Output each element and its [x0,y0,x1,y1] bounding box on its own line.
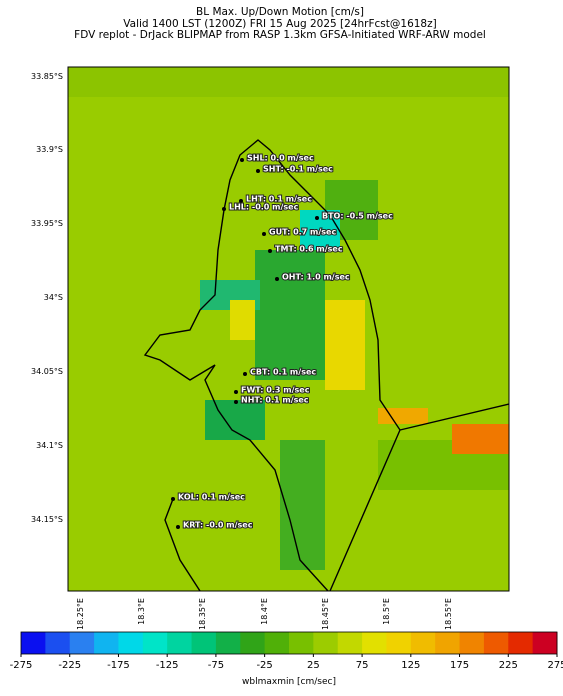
lat-label: 34.05°S [31,367,63,376]
colorbar-segment [532,632,558,654]
map-cell [230,300,255,340]
colorbar-segment [410,632,436,654]
station-label: SHL: 0.0 m/sec [247,154,314,163]
colorbar-tick-label: 25 [307,660,320,671]
colorbar-segment [69,632,95,654]
source: FDV replot - DrJack BLIPMAP from RASP 1.… [74,29,486,41]
station-dot [268,249,272,253]
colorbar-segment [191,632,217,654]
colorbar-tick-label: -125 [156,660,179,671]
lon-label: 18.4°E [260,598,269,625]
lat-label: 34°S [44,293,63,302]
colorbar-tick-label: 275 [547,660,563,671]
colorbar-label: wblmaxmin [cm/sec] [242,677,336,687]
colorbar-segment [289,632,314,654]
colorbar-segment [240,632,266,654]
station-dot [243,372,247,376]
station-label: GUT: 0.7 m/sec [269,228,336,237]
colorbar-tick-label: -225 [58,660,81,671]
colorbar-segment [508,632,534,654]
colorbar-segment [45,632,71,654]
station-label: OHT: 1.0 m/sec [282,273,350,282]
map-cell [68,67,509,97]
colorbar-tick-label: -25 [256,660,272,671]
coastline [143,139,510,592]
lat-label: 34.15°S [31,515,63,524]
station-dot [315,216,319,220]
subtitle: Valid 1400 LST (1200Z) FRI 15 Aug 2025 [… [123,18,436,30]
station-label: CBT: 0.1 m/sec [250,368,316,377]
lon-label: 18.35°E [198,598,207,630]
station-label: KRT: -0.0 m/sec [183,521,253,530]
colorbar-tick-label: -275 [10,660,33,671]
lon-label: 18.55°E [444,598,453,630]
station-label: LHL: -0.0 m/sec [229,203,299,212]
station-dot [176,525,180,529]
colorbar-tick-label: 75 [356,660,369,671]
colorbar-frame [20,631,558,655]
colorbar-segment [459,632,485,654]
map-cell [378,408,428,424]
lon-label: 18.25°E [76,598,85,630]
lat-label: 33.9°S [36,145,63,154]
station-dot [256,169,260,173]
station-label: NHT: 0.1 m/sec [241,396,309,405]
colorbar-tick-label: 225 [499,660,518,671]
map-cell [325,300,365,390]
lon-label: 18.45°E [321,598,330,630]
colorbar-segment [386,632,412,654]
station-dot [239,199,243,203]
map-cell [255,250,325,380]
station-dot [222,207,226,211]
colorbar-segment [337,632,363,654]
colorbar-segment [435,632,461,654]
colorbar-segment [142,632,168,654]
lon-label: 18.3°E [137,598,146,625]
colorbar-tick-label: 175 [450,660,469,671]
station-label: FWT: 0.3 m/sec [241,386,310,395]
map-cell [205,400,265,440]
colorbar-segment [483,632,509,654]
colorbar-segment [215,632,241,654]
map-frame [67,66,510,592]
lat-label: 33.95°S [31,219,63,228]
colorbar-tick-label: 125 [401,660,420,671]
colorbar-segment [167,632,193,654]
station-dot [171,497,175,501]
colorbar-tick-label: -175 [107,660,130,671]
station-dot [275,277,279,281]
colorbar-segment [118,632,144,654]
station-dot [234,390,238,394]
map [67,66,510,592]
map-cell [280,440,325,570]
station-label: SHT: -0.1 m/sec [263,165,333,174]
colorbar-segment [264,632,290,654]
station-label: KOL: 0.1 m/sec [178,493,245,502]
map-cell [452,424,509,454]
station-label: LHT: 0.1 m/sec [246,195,312,204]
colorbar-tick-label: -75 [208,660,224,671]
colorbar-segment [362,632,387,654]
colorbar-segment [313,632,339,654]
station-dot [240,158,244,162]
lat-label: 33.85°S [31,72,63,81]
lat-label: 34.1°S [36,441,63,450]
station-dot [234,400,238,404]
colorbar-segment [21,632,46,654]
map-cell [300,210,340,250]
lon-label: 18.5°E [382,598,391,625]
title: BL Max. Up/Down Motion [cm/s] [196,6,364,18]
station-dot [262,232,266,236]
station-label: BTO: -0.5 m/sec [322,212,393,221]
colorbar-segment [94,632,119,654]
station-label: TMT: 0.6 m/sec [275,245,343,254]
